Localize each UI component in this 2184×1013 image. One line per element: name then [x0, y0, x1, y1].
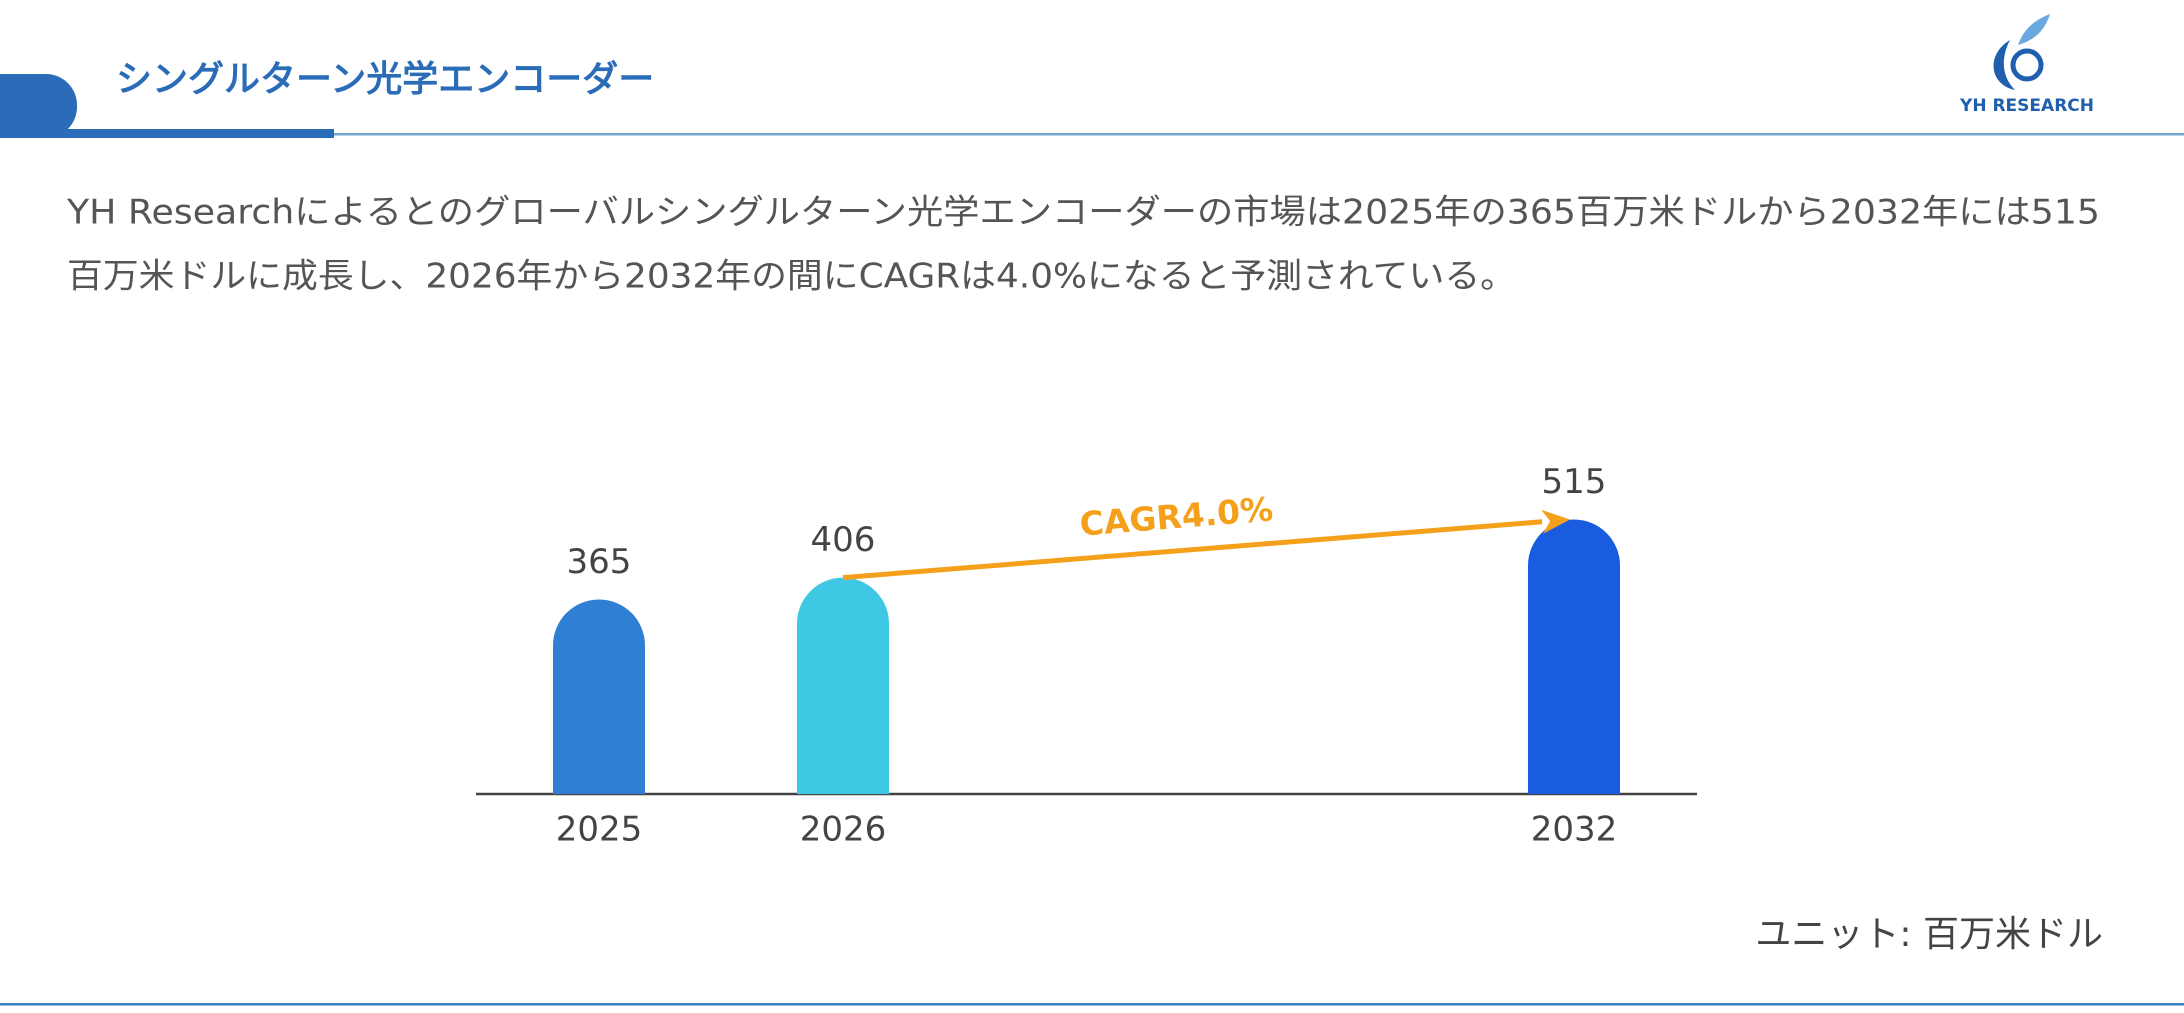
value-label: 365 — [567, 542, 632, 582]
logo: YH RESEARCH — [1959, 14, 2094, 116]
bar — [1528, 519, 1620, 794]
cagr-arrow — [842, 519, 1543, 581]
x-tick-label: 2032 — [1531, 810, 1618, 850]
header-line — [0, 133, 2184, 136]
x-tick-label: 2025 — [556, 810, 643, 850]
logo-text: YH RESEARCH — [1959, 96, 2094, 116]
header-accent — [0, 129, 334, 138]
bar — [797, 577, 890, 794]
footer-line — [0, 1003, 2184, 1006]
logo-mark — [2018, 14, 2050, 45]
logo-mark — [2010, 48, 2044, 82]
page-title: シングルターン光学エンコーダー — [116, 58, 654, 100]
x-tick-label: 2026 — [800, 810, 887, 850]
unit-label: ユニット: 百万米ドル — [1755, 914, 2103, 955]
value-label: 406 — [811, 520, 876, 560]
description-line: 百万米ドルに成長し、2026年から2032年の間にCAGRは4.0%になると予測… — [67, 257, 1516, 297]
value-label: 515 — [1542, 462, 1607, 502]
cagr-arrowhead — [1541, 509, 1570, 534]
description-line: YH Researchによるとのグローバルシングルターン光学エンコーダーの市場は… — [66, 193, 2100, 233]
bar — [553, 599, 645, 794]
logo-mark — [1993, 40, 2015, 90]
header-tab — [0, 74, 77, 138]
